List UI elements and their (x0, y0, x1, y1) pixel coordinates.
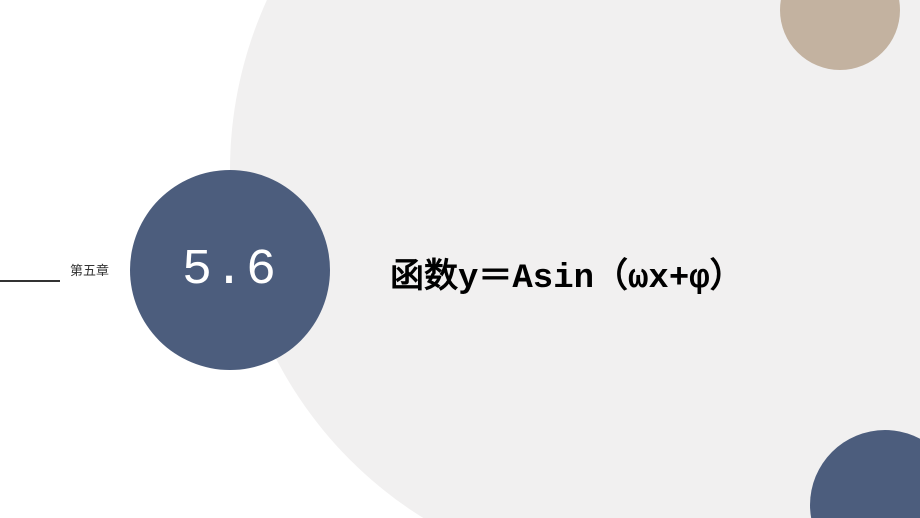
chapter-label: 第五章 (70, 260, 109, 279)
chapter-text: 第五章 (70, 264, 109, 279)
slide-title: 函数y＝Asin（ωx+φ） (390, 248, 744, 298)
section-number: 5.6 (182, 242, 278, 299)
chapter-line (0, 280, 60, 282)
title-text: 函数y＝Asin（ωx+φ） (390, 260, 744, 298)
section-circle: 5.6 (130, 170, 330, 370)
slide: 第五章 5.6 函数y＝Asin（ωx+φ） (0, 0, 920, 518)
